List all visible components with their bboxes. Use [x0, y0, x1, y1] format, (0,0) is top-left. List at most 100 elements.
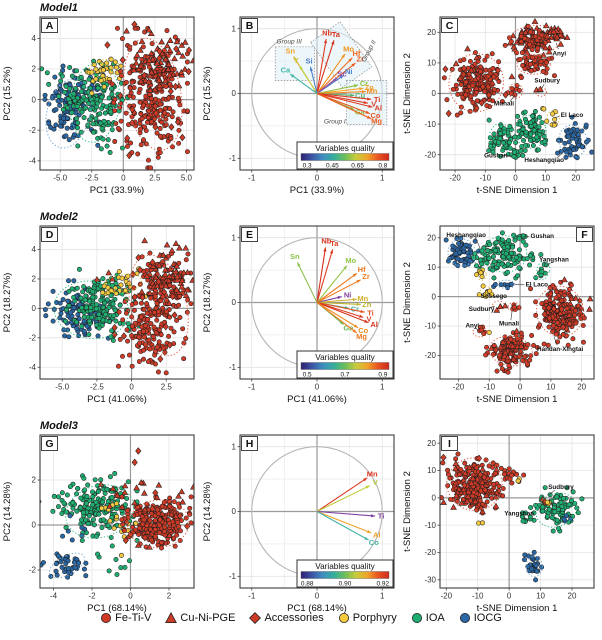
cluster-ioa — [90, 118, 125, 155]
variable-label: Y — [294, 56, 299, 65]
variable-label: Ni — [345, 67, 353, 76]
variable-label: Hf — [352, 49, 360, 58]
figure-legend: Fe-Ti-V Cu-Ni-PGE Accessories Porphyry I… — [0, 612, 602, 624]
cluster-cunipge — [93, 269, 116, 282]
x-tick-label: -20 — [449, 174, 461, 183]
y-tick-label: -2 — [29, 126, 37, 135]
cluster-accessories — [541, 290, 573, 333]
cluster-outline — [128, 254, 189, 357]
y-axis-title: PC2 (18.27%) — [202, 273, 213, 333]
panel-label: A — [46, 20, 54, 32]
cluster-porphyry — [89, 67, 107, 96]
variable-label: Zr — [362, 272, 370, 281]
y-tick-label: 1 — [232, 442, 237, 451]
cluster-fetiv — [502, 466, 527, 486]
cluster-iocg — [443, 236, 482, 269]
accessories-marker-icon — [249, 612, 262, 624]
y-tick-label: -20 — [424, 548, 436, 557]
y-tick-label: -10 — [424, 120, 436, 129]
quality-tick-label: 0.5 — [303, 372, 312, 379]
y-axis-title: t-SNE Dimension 2 — [402, 262, 413, 343]
plot-content — [40, 447, 194, 580]
cluster-fetiv — [115, 340, 151, 369]
cluster-outline — [535, 492, 577, 528]
plot-content: Anyi Sudbury Munali El Laco Gushan Heshangqia… — [441, 17, 594, 164]
x-axis-title: PC1 (33.9%) — [290, 185, 344, 196]
y-tick-label: 10 — [427, 263, 436, 272]
cluster-porphyry — [544, 499, 552, 507]
group-box — [274, 46, 315, 81]
y-tick-label: 0 — [32, 521, 37, 530]
variable-label: Zn — [362, 300, 372, 309]
variable-label: Nb — [321, 237, 331, 246]
cluster-iocg — [40, 551, 89, 580]
cluster-fetiv — [516, 50, 557, 81]
panel-label-box — [241, 436, 258, 451]
axes: -20 -10 0 10 20 -30 -20 -10 0 10 20 t-SNE Dimension… — [402, 439, 577, 614]
panel-label-box — [41, 436, 58, 451]
y-axis-title: PC2 (14.28%) — [202, 482, 213, 542]
cluster-accessories — [131, 447, 142, 467]
x-tick-label: 2 — [167, 592, 172, 601]
cluster-fetiv — [510, 302, 522, 312]
y-tick-label: 0 — [432, 494, 437, 503]
cluster-outline — [497, 279, 516, 289]
axes: -5.0 -2.5 0 2.5 -4 -2 0 2 4 PC1 (41.06%) PC2 (18.2… — [2, 245, 172, 405]
cluster-accessories — [122, 489, 191, 545]
y-tick-label: 2 — [32, 275, 37, 284]
x-tick-label: 0 — [315, 174, 320, 183]
cluster-accessories — [111, 253, 178, 363]
y-axis-title: PC2 (14.28%) — [2, 482, 13, 542]
variable-label: Nb — [322, 28, 332, 37]
site-label: Munali — [494, 100, 514, 107]
y-tick-label: 10 — [427, 466, 436, 475]
panel-border — [439, 434, 595, 589]
x-tick-label: 20 — [568, 592, 577, 601]
panel-label: C — [446, 20, 454, 32]
cluster-iocg — [561, 513, 574, 524]
x-axis-title: t-SNE Dimension 1 — [477, 185, 558, 196]
cluster-outline — [53, 280, 130, 340]
variable-label: Si — [305, 56, 312, 65]
cluster-fetiv — [502, 23, 549, 61]
quality-tick-label: 0.45 — [326, 163, 339, 170]
cluster-outline — [525, 555, 543, 578]
variable-label: Mo — [345, 256, 356, 265]
cluster-porphyry — [474, 267, 486, 280]
panel-label-box — [41, 18, 58, 33]
cluster-porphyry — [540, 106, 547, 112]
cluster-outline — [69, 62, 121, 143]
panel-label-box — [241, 227, 258, 242]
variable-label: V — [367, 314, 372, 323]
variable-label: Ni — [344, 290, 352, 299]
y-axis-title: t-SNE Dimension 2 — [402, 53, 413, 134]
variables-quality-legend: Variables quality 0.5 0.7 0.9 — [296, 350, 394, 379]
site-label: Sudbury — [534, 78, 560, 85]
x-tick-label: 0 — [315, 592, 320, 601]
cluster-ioa — [519, 510, 533, 525]
variable-label: V — [371, 100, 376, 109]
x-tick-label: -2.5 — [90, 383, 104, 392]
legend-label: Porphyry — [352, 612, 397, 624]
quality-tick-label: 0.7 — [340, 372, 349, 379]
x-tick-label: 10 — [546, 383, 555, 392]
group-label: Group I — [324, 118, 346, 125]
site-label: Anyi — [552, 51, 566, 58]
cluster-fetiv — [107, 79, 123, 126]
cluster-outline — [558, 124, 588, 158]
cluster-ioa — [40, 66, 65, 99]
variable-label: Hf — [358, 265, 366, 274]
y-tick-label: 0 — [232, 89, 237, 98]
y-axis-title: PC2 (15.2%) — [202, 66, 213, 120]
variable-label: Ti — [378, 512, 385, 521]
iocg-marker-icon — [459, 613, 470, 623]
cluster-iocg — [555, 114, 594, 161]
variable-label: Al — [375, 104, 383, 113]
cluster-outline — [536, 285, 585, 337]
cluster-porphyry — [100, 285, 119, 296]
y-tick-label: 20 — [427, 28, 436, 37]
data-points — [441, 17, 594, 161]
